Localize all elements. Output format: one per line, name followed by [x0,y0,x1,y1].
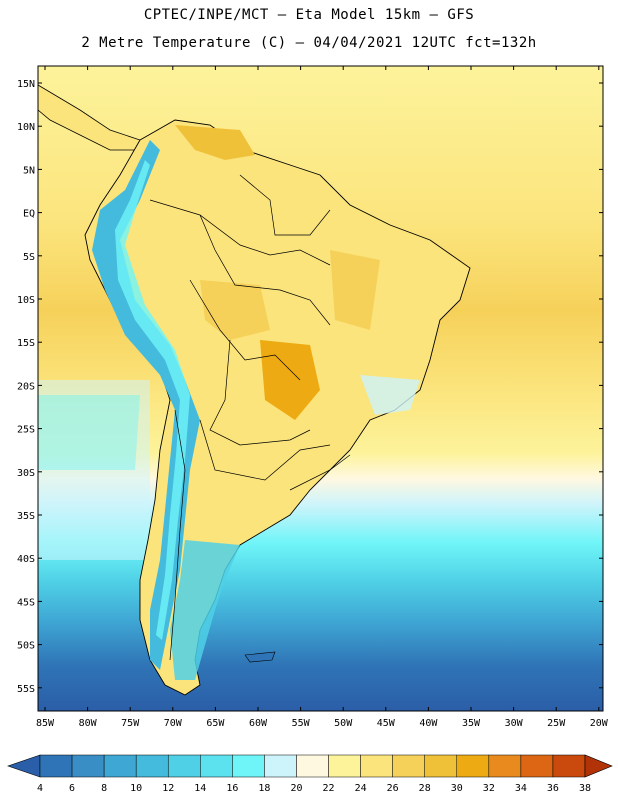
colorbar-level-label: 4 [37,783,43,794]
hot-zone-central [260,340,320,420]
latitude-labels: 15N 10N 5N EQ 5S 10S 15S 20S 25S 30S 35S 40S 45S 50S 5… [17,79,35,695]
colorbar-level-label: 24 [355,783,367,794]
lat-label: 15N [17,79,35,90]
lat-label: 10S [17,295,35,306]
axis-ticks [38,66,603,711]
colorbar-level-label: 26 [387,783,399,794]
colorbar-box [392,754,425,778]
patagonia-cool [170,540,240,680]
lon-label: 55W [292,718,311,729]
colorbar-box [135,754,169,778]
lon-label: 25W [547,718,566,729]
colorbar-box [488,754,522,778]
colorbar-box [200,754,233,778]
colorbar-box [167,754,201,778]
colorbar-box [71,754,105,778]
colorbar-box [232,754,265,778]
colorbar-level-label: 32 [483,783,495,794]
colorbar-low-arrow [7,754,41,778]
colorbar-level-label: 38 [579,783,591,794]
lat-label: 5N [23,165,35,176]
colorbar-box [360,754,393,778]
lon-label: 45W [377,718,396,729]
map-field [38,66,603,711]
warm-zone-northeast [330,250,380,330]
colorbar-level-label: 30 [451,783,463,794]
colorbar-level-label: 12 [162,783,174,794]
chart-title: CPTEC/INPE/MCT – Eta Model 15km – GFS [143,7,475,23]
longitude-labels: 85W 80W 75W 70W 65W 60W 55W 50W 45W 40W 35W 30W 25W 2… [36,718,609,729]
warm-zone-amazon [200,280,270,340]
colorbar-box [264,754,297,778]
colorbar-high-arrow [584,754,613,778]
colorbar-level-label: 16 [226,783,238,794]
lat-label: 5S [23,252,35,263]
lat-label: 25S [17,425,35,436]
lon-label: 35W [462,718,481,729]
colorbar-box [552,754,586,778]
hot-zone-north [175,125,255,160]
lat-label: 40S [17,554,35,565]
colorbar-level-label: 22 [323,783,335,794]
lon-label: 50W [334,718,353,729]
lat-label: 45S [17,597,35,608]
se-highlands-cool [360,375,420,415]
colorbar-box [296,754,329,778]
lat-label: 50S [17,641,35,652]
colorbar-box [39,754,73,778]
lat-label: EQ [23,209,35,220]
lon-label: 20W [590,718,609,729]
lon-label: 30W [505,718,524,729]
colorbar-box [328,754,361,778]
colorbar-level-label: 18 [258,783,270,794]
lon-label: 60W [249,718,268,729]
colorbar-level-label: 34 [515,783,527,794]
falkland-islands [244,651,276,663]
lon-label: 40W [419,718,438,729]
colorbar-level-label: 20 [290,783,302,794]
lat-label: 35S [17,511,35,522]
lat-label: 15S [17,338,35,349]
chart-subtitle: 2 Metre Temperature (C) – 04/04/2021 12U… [81,35,537,51]
lon-label: 85W [36,718,55,729]
colorbar-level-label: 28 [419,783,431,794]
lon-label: 80W [79,718,98,729]
lat-label: 30S [17,468,35,479]
lat-label: 55S [17,684,35,695]
lon-label: 70W [164,718,183,729]
colorbar-level-label: 36 [547,783,559,794]
colorbar-level-label: 14 [194,783,206,794]
andes-cool-edge [115,160,190,640]
colorbar-level-label: 6 [69,783,75,794]
lon-label: 75W [121,718,140,729]
colorbar: 4 6 8 10 12 14 16 18 20 22 24 26 28 30 32 34 36 38 [7,754,613,794]
lon-label: 65W [206,718,225,729]
colorbar-box [456,754,490,778]
lat-label: 10N [17,122,35,133]
pacific-cold-band [38,395,140,470]
lat-label: 20S [17,381,35,392]
colorbar-box [520,754,554,778]
pacific-cool-band [38,380,150,560]
colorbar-level-label: 8 [101,783,107,794]
colorbar-box [103,754,137,778]
colorbar-box [424,754,458,778]
central-america-land [38,84,141,151]
map-frame [37,65,604,712]
colorbar-level-label: 10 [130,783,142,794]
country-borders [149,174,351,661]
